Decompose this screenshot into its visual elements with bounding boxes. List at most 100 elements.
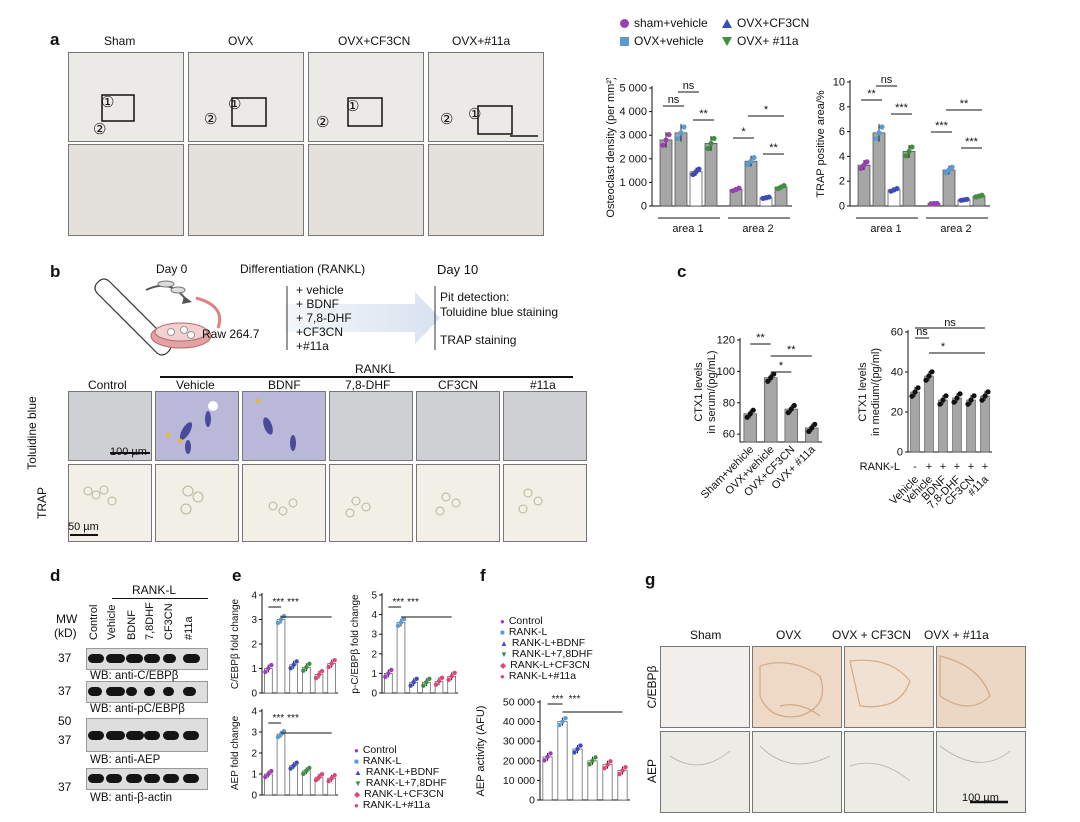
data-point <box>971 393 977 399</box>
histology-ovx-bottom <box>188 144 304 236</box>
y-tick-label: 0 <box>839 201 845 213</box>
legend-item: ■ RANK-L <box>500 627 593 638</box>
data-point <box>313 777 319 783</box>
blot-band <box>88 774 104 783</box>
bar <box>572 748 583 801</box>
data-point <box>705 145 711 152</box>
y-tick-label: 2 000 <box>619 153 647 165</box>
blot-band <box>144 687 156 696</box>
blot-band <box>126 654 143 663</box>
y-tick-label: 8 <box>839 101 845 113</box>
y-tick-label: 2 <box>371 649 377 660</box>
lane-label-1: Vehicle <box>106 604 118 640</box>
bar <box>857 164 871 207</box>
bar <box>542 756 553 801</box>
column-label-g-3: OVX + #11a <box>924 628 989 642</box>
data-point <box>926 373 932 379</box>
data-point <box>281 613 287 619</box>
data-point <box>411 680 416 685</box>
legend-label: RANK-L+BDNF <box>365 766 440 778</box>
blot-band <box>106 774 122 783</box>
y-tick-label: 4 <box>371 610 377 621</box>
rankl-label-d: RANK-L <box>132 583 177 597</box>
data-point <box>906 148 912 155</box>
data-point <box>608 759 613 764</box>
sig-label: *** <box>287 713 299 724</box>
y-tick-label: 4 <box>251 591 257 602</box>
data-point <box>965 401 971 407</box>
group-label: area 2 <box>940 223 971 235</box>
blot-band <box>126 687 138 696</box>
y-axis-label: in medium/(pg/ml) <box>870 348 882 436</box>
legend-item-a-1: OVX+CF3CN <box>722 16 809 30</box>
y-tick-label: 0 <box>529 795 535 807</box>
legend-label: RANK-L+CF3CN <box>510 659 590 671</box>
treatment-item: +#11a <box>296 339 329 353</box>
data-point <box>985 389 991 395</box>
group-label: area 2 <box>742 223 773 235</box>
bar <box>704 143 718 207</box>
bar <box>276 733 286 796</box>
data-point <box>748 158 754 164</box>
data-point <box>949 164 955 170</box>
blot-band <box>88 731 104 740</box>
data-point <box>557 722 562 728</box>
rankl-line-d <box>112 598 208 599</box>
data-point <box>915 385 921 391</box>
legend-marker-icon: ● <box>500 617 505 626</box>
data-point <box>954 395 960 401</box>
toluidine-11a <box>503 391 587 461</box>
cell-line-label: Raw 264.7 <box>202 327 260 341</box>
treatment-item: + vehicle <box>296 283 344 297</box>
sig-label: *** <box>569 694 581 705</box>
data-point <box>304 665 309 670</box>
data-point <box>791 402 797 409</box>
legend-item-a-3: OVX+ #11a <box>722 34 799 48</box>
data-point <box>696 166 702 172</box>
sig-label: ** <box>787 344 796 356</box>
sig-label: * <box>764 104 769 116</box>
histology-cf3cn-top <box>308 52 424 142</box>
bar <box>276 619 286 694</box>
bar <box>938 399 948 453</box>
data-point <box>288 666 293 671</box>
data-point <box>858 165 864 171</box>
data-point <box>398 620 404 625</box>
data-point <box>765 378 771 384</box>
histology-sham-top <box>68 52 184 142</box>
data-point <box>263 774 268 780</box>
group-label: area 1 <box>672 223 703 235</box>
legend-marker-icon: ▼ <box>500 650 508 659</box>
y-tick-label: 10 000 <box>503 775 535 787</box>
ihc-scale-label: 100 µm <box>962 792 999 804</box>
data-point <box>266 771 271 777</box>
data-point <box>666 132 672 138</box>
data-point <box>587 762 592 767</box>
trap-11a <box>503 464 587 542</box>
chart-pcebpb-fold: 0 1 2 3 4 5 p-C/EBPβ fold change *** *** <box>350 591 458 700</box>
data-point <box>433 682 439 687</box>
data-point <box>964 196 970 202</box>
data-point <box>414 676 419 681</box>
roi-marker-5: ② <box>316 114 330 131</box>
y-tick-label: 5 000 <box>619 83 647 95</box>
column-label-a-2: OVX+CF3CN <box>338 34 411 48</box>
data-point <box>894 185 900 192</box>
legend-marker-icon: ● <box>500 672 505 681</box>
legend-item: ◆ RANK-L+CF3CN <box>354 789 447 800</box>
trap-bdnf <box>242 464 326 542</box>
data-point <box>545 754 550 760</box>
column-label-b-4: CF3CN <box>438 378 479 392</box>
data-point <box>771 371 777 377</box>
panel-label-g: g <box>645 570 656 589</box>
data-point <box>266 666 271 671</box>
bar <box>910 391 920 453</box>
histology-sham-bottom <box>68 144 184 236</box>
legend-label: RANK-L+7,8DHF <box>365 777 447 789</box>
data-point <box>294 760 299 765</box>
data-point <box>620 768 625 773</box>
data-point <box>660 142 666 148</box>
y-tick-label: 4 000 <box>619 106 647 118</box>
panel-label-f: f <box>480 566 486 585</box>
legend-item: ● Control <box>354 745 447 756</box>
